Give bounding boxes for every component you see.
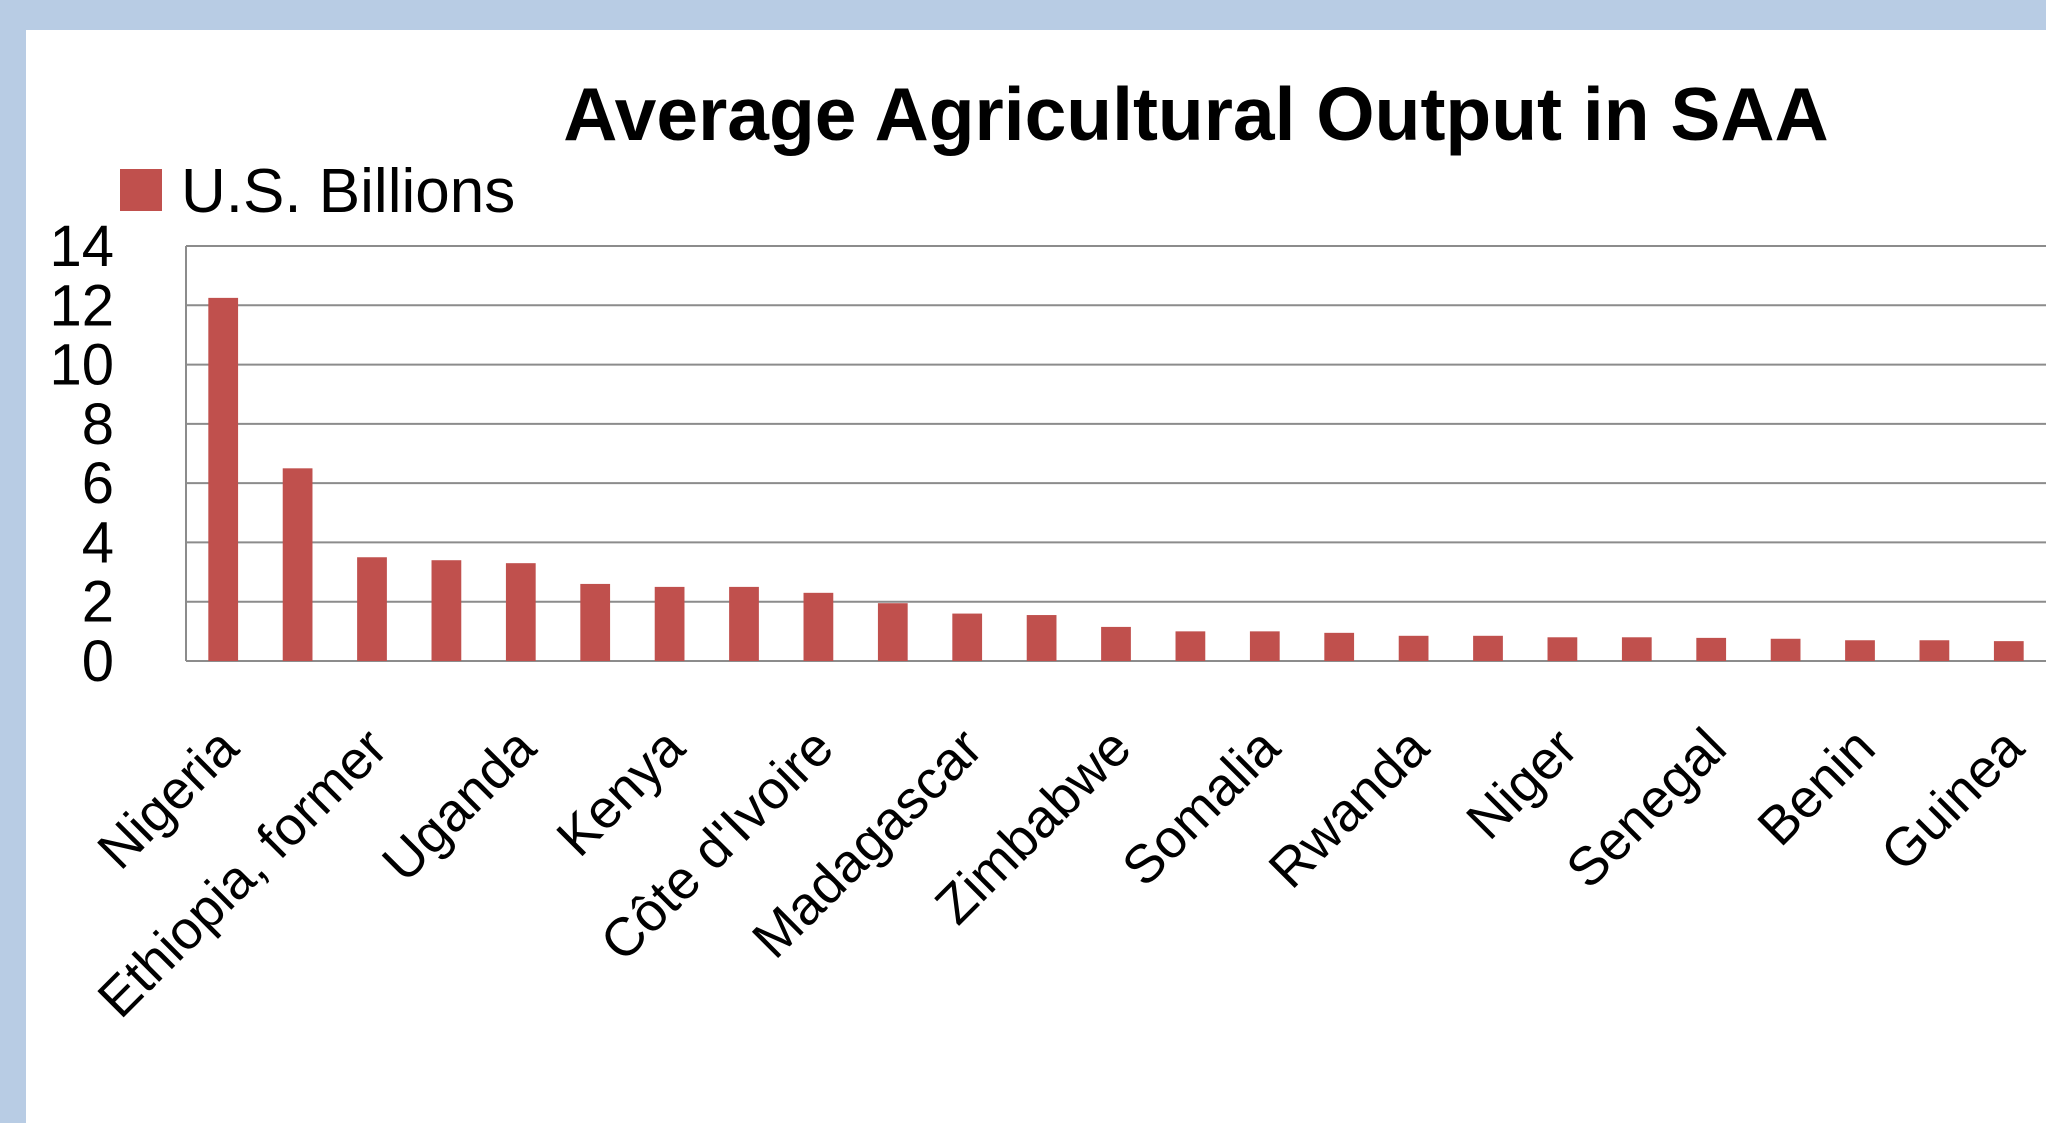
legend: U.S. Billions [120,157,515,226]
bar [1324,632,1355,661]
bar [1473,635,1503,661]
y-tick-label: 4 [82,510,114,575]
bar [803,592,834,661]
y-tick-label: 6 [82,451,114,516]
bar [1845,640,1875,661]
y-tick-label: 0 [82,629,114,694]
bar [877,603,908,661]
bar [208,297,239,661]
bar [1919,640,1950,661]
bar [729,586,759,661]
bar [431,560,462,661]
y-tick-label: 14 [49,214,114,279]
x-tick-label: Somalia [1111,716,1292,897]
bar [1101,626,1131,661]
gridlines [185,245,2046,662]
x-tick-label: Benin [1746,717,1886,857]
bar [357,557,387,661]
y-tick-label: 8 [82,392,114,457]
x-tick-label: Guinea [1870,716,2036,882]
bar [1398,635,1429,661]
x-tick-label: Niger [1455,717,1589,851]
bar [1770,638,1801,661]
chart-title: Average Agricultural Output in SAA [563,72,1828,156]
x-tick-label: Senegal [1555,717,1738,900]
bar [1621,637,1652,661]
x-tick-label: Rwanda [1258,716,1441,899]
bar [282,468,313,661]
legend-swatch [120,169,162,211]
legend-label: U.S. Billions [181,157,515,226]
bar [580,583,611,661]
bar [1175,631,1206,661]
bar [505,563,536,661]
x-tick-label: Uganda [371,716,548,893]
y-tick-label: 12 [49,273,114,338]
y-tick-label: 10 [49,333,114,398]
chart-panel: Average Agricultural Output in SAA U.S. … [26,30,2046,1123]
bars [208,297,2024,661]
chart: Average Agricultural Output in SAA U.S. … [49,72,2046,1029]
bar [952,613,983,661]
bar [1696,637,1727,661]
bar [654,586,685,661]
bar [1249,631,1280,661]
y-tick-label: 2 [82,570,114,635]
bar [1993,641,2024,661]
bar [1026,615,1057,661]
bar [1547,637,1578,661]
